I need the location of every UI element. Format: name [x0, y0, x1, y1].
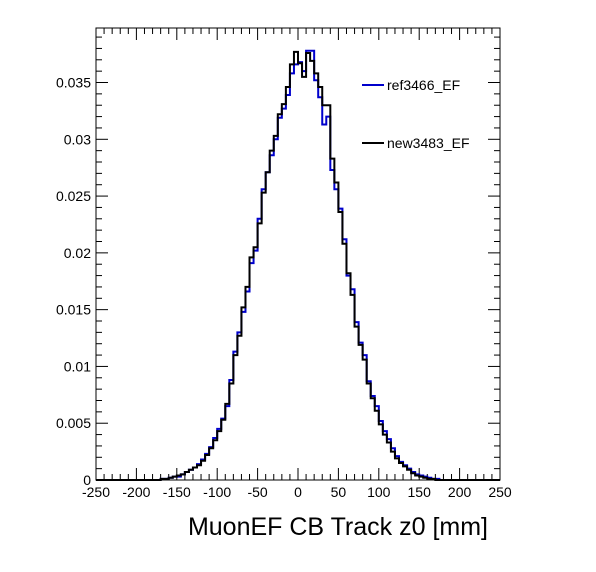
y-tick-label: 0.01	[64, 358, 91, 374]
y-tick-label: 0.025	[56, 188, 91, 204]
x-tick-label: -150	[163, 484, 191, 500]
x-tick-label: -50	[247, 484, 267, 500]
x-tick-label: 0	[294, 484, 302, 500]
x-tick-label: -200	[122, 484, 150, 500]
tick-labels: -250 -200 -150 -100 -50 0 50 100 150 200 250 0 0.005…	[56, 75, 512, 500]
y-tick-label: 0.03	[64, 131, 91, 147]
x-tick-label: 100	[367, 484, 391, 500]
y-tick-label: 0.015	[56, 302, 91, 318]
legend: ref3466_EF new3483_EF	[362, 77, 470, 151]
x-tick-label: 50	[331, 484, 347, 500]
x-tick-label: 200	[448, 484, 472, 500]
x-tick-label: -250	[82, 484, 110, 500]
series-line-1	[96, 49, 500, 481]
y-tick-label: 0.035	[56, 75, 91, 91]
series-layer	[96, 49, 500, 481]
plot-frame	[95, 27, 501, 481]
axis-ticks	[95, 28, 501, 481]
x-tick-label: 250	[488, 484, 512, 500]
x-axis-label: MuonEF CB Track z0 [mm]	[188, 513, 488, 541]
series-line-2	[96, 50, 500, 481]
y-tick-label: 0.02	[64, 245, 91, 261]
legend-label: new3483_EF	[387, 135, 470, 151]
x-tick-label: 150	[408, 484, 432, 500]
y-tick-label: 0	[83, 472, 91, 488]
legend-label: ref3466_EF	[387, 77, 460, 93]
y-tick-label: 0.005	[56, 415, 91, 431]
x-tick-label: -100	[203, 484, 231, 500]
